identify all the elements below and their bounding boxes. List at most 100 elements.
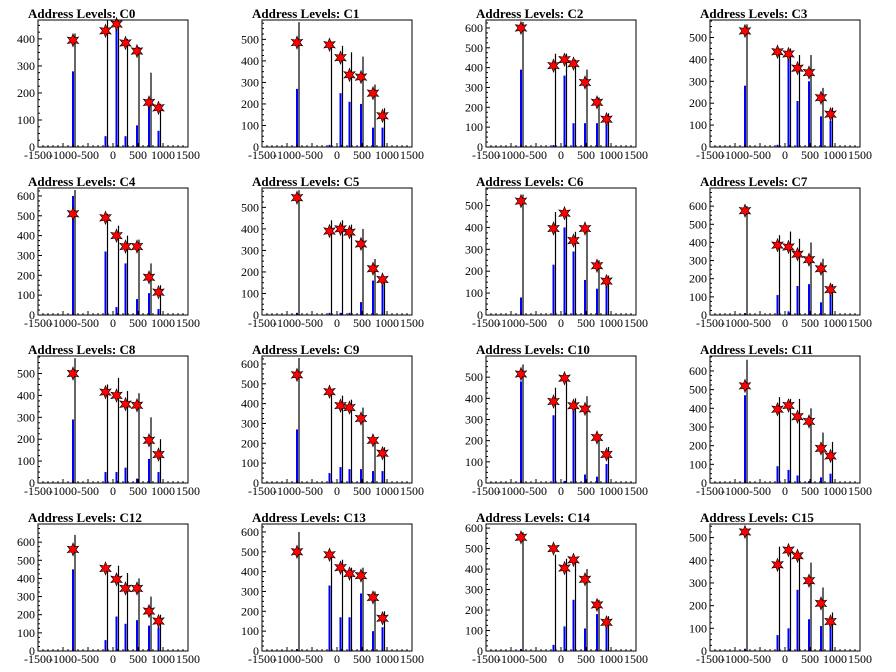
y-tick-label: 100 bbox=[465, 286, 483, 300]
peak-marker bbox=[334, 398, 347, 413]
peak-marker bbox=[142, 603, 156, 619]
x-tick-label: 1500 bbox=[848, 148, 872, 162]
x-tick-label: 1000 bbox=[151, 316, 175, 330]
x-tick-label: -1000 bbox=[273, 484, 301, 498]
plot-frame bbox=[709, 355, 861, 484]
y-tick-label: 100 bbox=[17, 288, 35, 302]
peak-marker bbox=[152, 284, 165, 300]
x-tick-label: -1000 bbox=[49, 652, 77, 666]
x-tick-label: 500 bbox=[129, 484, 147, 498]
histogram-panel: Address Levels: C2 0 100 200 300 400 500 600 -15… bbox=[465, 6, 648, 162]
x-tick-label: -1000 bbox=[721, 148, 749, 162]
peak-marker bbox=[366, 433, 380, 448]
peak-marker bbox=[547, 541, 560, 556]
peak-marker bbox=[578, 75, 592, 90]
x-tick-label: -500 bbox=[525, 484, 547, 498]
plot-frame bbox=[709, 523, 861, 652]
peak-marker bbox=[782, 239, 795, 255]
y-tick-label: 0 bbox=[477, 308, 483, 322]
peak-marker bbox=[334, 560, 347, 575]
x-tick-label: 1000 bbox=[375, 316, 399, 330]
histogram-panel: Address Levels: C10 0 100 200 300 400 500 -1500… bbox=[465, 342, 648, 498]
x-tick-label: 1500 bbox=[176, 316, 200, 330]
x-tick-label: -500 bbox=[77, 148, 99, 162]
peak-marker bbox=[578, 221, 592, 236]
x-tick-label: -500 bbox=[77, 652, 99, 666]
y-tick-label: 100 bbox=[689, 118, 707, 132]
peak-marker bbox=[66, 542, 80, 557]
histogram-panel: Address Levels: C30100200300400500-1500-… bbox=[689, 6, 872, 162]
y-tick-label: 200 bbox=[241, 97, 259, 111]
peak-marker bbox=[771, 401, 784, 417]
peak-marker bbox=[99, 561, 112, 576]
x-tick-label: 1500 bbox=[624, 316, 648, 330]
x-tick-label: -1500 bbox=[24, 316, 52, 330]
y-tick-label: 600 bbox=[241, 357, 259, 371]
y-tick-label: 300 bbox=[689, 576, 707, 590]
peak-marker bbox=[110, 16, 123, 32]
y-tick-label: 100 bbox=[689, 290, 707, 304]
y-tick-label: 600 bbox=[17, 189, 35, 203]
y-tick-label: 300 bbox=[241, 75, 259, 89]
y-tick-label: 0 bbox=[477, 476, 483, 490]
y-tick-label: 200 bbox=[241, 604, 259, 618]
x-tick-label: -1500 bbox=[696, 148, 724, 162]
peak-marker bbox=[558, 560, 571, 576]
peak-marker bbox=[791, 409, 804, 425]
y-tick-label: 200 bbox=[17, 608, 35, 622]
x-tick-label: 0 bbox=[334, 484, 340, 498]
peak-marker bbox=[334, 50, 347, 66]
peak-marker bbox=[791, 246, 804, 262]
x-tick-label: 1000 bbox=[375, 484, 399, 498]
y-tick-label: 0 bbox=[477, 140, 483, 154]
plot-frame bbox=[261, 187, 413, 316]
panel-title: Address Levels: C14 bbox=[476, 510, 590, 525]
peak-marker bbox=[590, 597, 604, 613]
peak-marker bbox=[791, 548, 804, 564]
x-tick-label: -1000 bbox=[273, 316, 301, 330]
panel-title: Address Levels: C9 bbox=[252, 342, 360, 357]
peak-marker bbox=[514, 20, 528, 36]
x-tick-label: 1500 bbox=[176, 484, 200, 498]
x-tick-label: -1500 bbox=[696, 316, 724, 330]
peak-marker bbox=[354, 568, 368, 583]
x-tick-label: -1500 bbox=[472, 316, 500, 330]
y-tick-label: 600 bbox=[689, 364, 707, 378]
y-tick-label: 300 bbox=[17, 59, 35, 73]
x-tick-label: 0 bbox=[558, 148, 564, 162]
x-tick-label: 0 bbox=[334, 316, 340, 330]
panel-title: Address Levels: C4 bbox=[28, 174, 136, 189]
plot-frame bbox=[37, 187, 189, 316]
plot-frame bbox=[37, 355, 189, 484]
y-tick-label: 400 bbox=[465, 562, 483, 576]
y-tick-label: 400 bbox=[465, 391, 483, 405]
y-tick-label: 0 bbox=[29, 308, 35, 322]
peak-marker bbox=[590, 258, 604, 274]
peak-marker bbox=[66, 206, 80, 222]
y-tick-label: 200 bbox=[17, 432, 35, 446]
peak-marker bbox=[334, 221, 347, 237]
peak-marker bbox=[152, 447, 165, 462]
y-tick-label: 300 bbox=[465, 242, 483, 256]
x-tick-label: -1500 bbox=[472, 148, 500, 162]
x-tick-label: 1000 bbox=[151, 652, 175, 666]
y-tick-label: 0 bbox=[29, 476, 35, 490]
peak-marker bbox=[66, 366, 80, 381]
x-tick-label: 1000 bbox=[823, 148, 847, 162]
y-tick-label: 400 bbox=[241, 397, 259, 411]
y-tick-label: 400 bbox=[17, 229, 35, 243]
peak-marker bbox=[130, 581, 144, 596]
plot-frame bbox=[261, 355, 413, 484]
x-tick-label: -1500 bbox=[248, 316, 276, 330]
peak-marker bbox=[66, 32, 80, 48]
y-tick-label: 500 bbox=[17, 367, 35, 381]
x-tick-label: -1500 bbox=[696, 484, 724, 498]
peak-marker bbox=[567, 233, 580, 248]
x-tick-label: 500 bbox=[577, 652, 595, 666]
peak-marker bbox=[590, 95, 604, 110]
peak-marker bbox=[514, 193, 528, 209]
peak-marker bbox=[323, 384, 336, 400]
peak-marker bbox=[738, 23, 752, 39]
plot-frame bbox=[485, 523, 637, 652]
